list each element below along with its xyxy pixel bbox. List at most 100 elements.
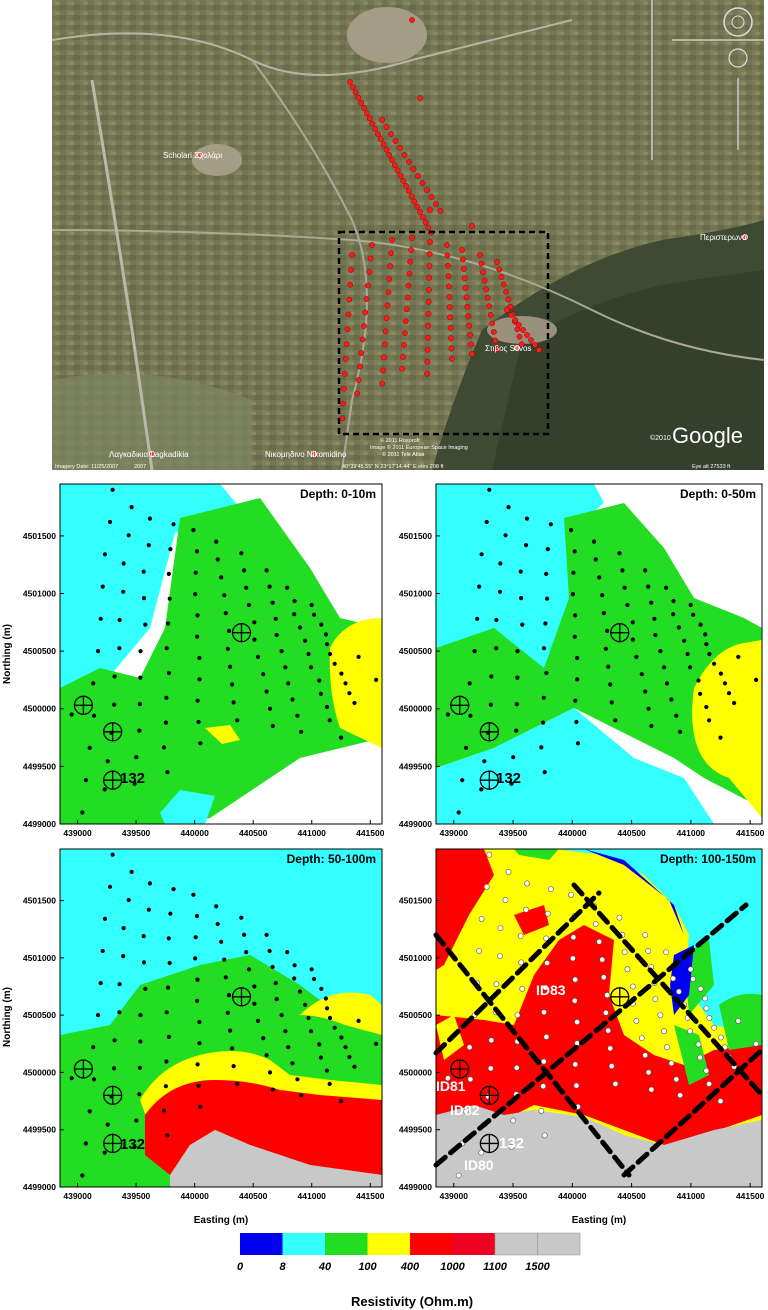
survey-point: [332, 661, 337, 666]
x-tick-label: 439000: [440, 828, 469, 838]
survey-point: [338, 735, 344, 740]
survey-point: [604, 992, 610, 998]
survey-point: [484, 519, 489, 525]
survey-point: [489, 674, 494, 679]
survey-point: [230, 682, 235, 687]
survey-point: [194, 913, 200, 919]
well-label-132: 132: [120, 1136, 145, 1153]
survey-point: [303, 638, 308, 643]
attribution-line: © 2011 Rosoroft: [380, 437, 420, 444]
imagery-date: Imagery Date: 11/25/2007: [55, 464, 118, 470]
survey-point: [515, 675, 520, 680]
survey-point: [267, 706, 273, 711]
survey-point: [171, 522, 176, 527]
survey-point: [573, 1082, 580, 1089]
survey-point: [348, 267, 354, 273]
survey-point: [426, 287, 432, 293]
y-tick-label: 4501500: [399, 531, 432, 541]
survey-point: [494, 617, 499, 623]
survey-point: [167, 596, 172, 601]
survey-point: [605, 628, 610, 633]
y-tick-label: 4500000: [399, 1067, 432, 1077]
survey-point: [242, 932, 247, 937]
survey-point: [494, 646, 499, 651]
survey-point: [673, 1076, 680, 1083]
survey-point: [223, 611, 228, 616]
survey-point: [166, 670, 172, 676]
survey-point: [126, 897, 131, 903]
survey-point: [385, 289, 392, 296]
navigation-compass-icon[interactable]: [723, 7, 753, 150]
survey-point: [524, 516, 530, 521]
survey-point: [197, 655, 202, 661]
x-tick-label: 439000: [440, 1191, 469, 1201]
survey-point: [718, 735, 723, 740]
map-panel-depth-50-100: Northing (m) 4501500 4501000 4500500 450000…: [2, 848, 384, 1226]
survey-point: [630, 620, 635, 625]
survey-point: [697, 985, 704, 992]
survey-point: [520, 327, 526, 333]
study-area-box: [337, 230, 550, 436]
survey-point: [228, 1028, 233, 1033]
survey-point: [343, 681, 348, 686]
survey-point: [572, 634, 577, 639]
survey-point: [447, 324, 454, 331]
survey-point: [405, 282, 412, 289]
survey-point: [318, 691, 323, 696]
survey-points: [69, 852, 379, 1178]
survey-point: [105, 1122, 110, 1127]
survey-point: [274, 632, 279, 638]
survey-point: [652, 996, 659, 1002]
survey-point: [448, 335, 454, 341]
survey-point: [129, 869, 134, 874]
satellite-image: Scholari Σχολάρι Περιστερωνα Στιβος Stiv…: [52, 0, 764, 470]
survey-point: [569, 528, 574, 533]
x-tick-label: 439000: [63, 1191, 92, 1201]
survey-point: [231, 700, 236, 705]
survey-point: [352, 700, 357, 706]
survey-point: [231, 1064, 236, 1069]
survey-point: [504, 307, 510, 313]
survey-point: [292, 598, 297, 604]
survey-point: [754, 677, 759, 682]
survey-point: [195, 634, 200, 639]
map-panel-depth-0-50: 4501500 4501000 4500500 4500000 4499500 44990…: [399, 483, 765, 838]
x-tick-label: 440000: [558, 1191, 587, 1201]
survey-point: [411, 198, 418, 205]
survey-point: [408, 193, 415, 200]
survey-point: [344, 326, 351, 333]
survey-point: [347, 691, 352, 696]
survey-point: [141, 934, 146, 939]
survey-point: [574, 1019, 580, 1025]
survey-point: [424, 358, 431, 365]
x-tick-label: 439500: [122, 828, 151, 838]
town-label-stivos: Στιβος Stivos: [485, 344, 531, 353]
survey-point: [194, 549, 200, 554]
survey-point: [196, 1083, 201, 1088]
survey-point: [246, 967, 252, 972]
survey-point: [592, 539, 597, 544]
survey-point: [489, 320, 496, 327]
survey-point: [369, 242, 375, 248]
survey-point: [702, 995, 709, 1002]
survey-point: [409, 17, 415, 23]
survey-point: [171, 887, 176, 892]
survey-point: [105, 759, 110, 764]
survey-point: [91, 713, 97, 718]
survey-point: [516, 322, 522, 328]
survey-point: [167, 960, 172, 966]
survey-point: [264, 568, 269, 573]
year-tag: 2007: [134, 464, 146, 470]
legend-swatch: [410, 1233, 453, 1255]
survey-point: [511, 755, 516, 760]
survey-point: [362, 309, 369, 316]
survey-point: [481, 277, 488, 284]
x-tick-label: 441000: [298, 828, 327, 838]
svg-text:Northing (m): Northing (m): [2, 624, 13, 684]
survey-point: [264, 1053, 269, 1058]
x-tick-label: 440000: [558, 828, 587, 838]
survey-point: [110, 487, 115, 492]
survey-point: [143, 622, 148, 627]
survey-point: [255, 1018, 261, 1023]
y-tick-label: 4499500: [23, 1125, 56, 1135]
